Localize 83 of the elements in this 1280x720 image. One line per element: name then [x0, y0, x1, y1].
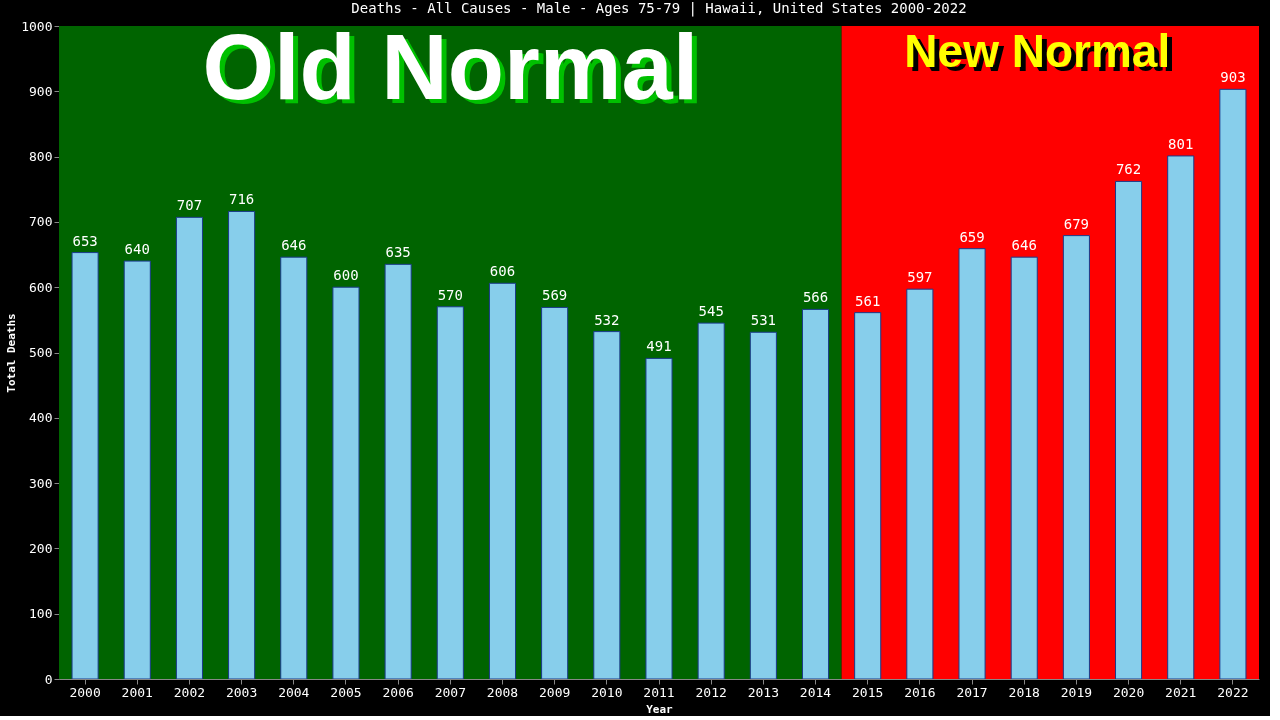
- data-label: 762: [1115, 161, 1142, 178]
- bar: [332, 286, 360, 680]
- data-label: 635: [385, 244, 411, 261]
- bar: [280, 256, 308, 680]
- x-tick-label: 2015: [852, 684, 884, 700]
- x-tick-label: 2019: [1060, 684, 1093, 700]
- data-label: 707: [176, 197, 203, 214]
- bar: [1010, 256, 1038, 680]
- x-tick-label: 2008: [486, 684, 519, 700]
- x-tick-label: 2014: [799, 684, 832, 700]
- bar: [593, 331, 621, 680]
- bar: [645, 357, 673, 680]
- x-tick-label: 2007: [434, 684, 466, 700]
- y-tick-label: 900: [29, 83, 53, 99]
- x-tick-label: 2020: [1112, 684, 1145, 700]
- x-axis-title: Year: [646, 702, 674, 716]
- data-label: 801: [1168, 135, 1194, 152]
- data-label: 716: [228, 191, 255, 208]
- data-label: 646: [1011, 237, 1037, 254]
- x-tick-label: 2001: [121, 684, 153, 700]
- x-tick-label: 2003: [225, 684, 258, 700]
- x-tick-label: 2018: [1008, 684, 1040, 700]
- y-tick-label: 200: [29, 540, 53, 556]
- bar: [1115, 180, 1143, 680]
- x-tick-label: 2004: [278, 684, 310, 700]
- bar: [801, 308, 830, 680]
- data-label: 566: [802, 289, 829, 306]
- y-axis-title: Total Deaths: [5, 313, 19, 393]
- x-tick-label: 2002: [173, 684, 206, 700]
- bar: [384, 263, 412, 680]
- bar: [71, 252, 99, 680]
- bar: [1062, 235, 1090, 680]
- bar: [123, 260, 151, 680]
- x-tick-label: 2006: [382, 684, 414, 700]
- bar: [488, 282, 517, 680]
- y-tick-label: 0: [44, 671, 53, 687]
- x-tick-label: 2011: [643, 684, 675, 700]
- data-label: 646: [281, 237, 307, 254]
- x-tick-label: 2021: [1165, 684, 1197, 700]
- data-label: 569: [542, 287, 568, 304]
- bar: [541, 306, 569, 680]
- x-tick-label: 2013: [747, 684, 779, 700]
- data-label: 653: [72, 232, 98, 249]
- data-label: 640: [124, 241, 150, 258]
- x-tick-label: 2009: [539, 684, 571, 700]
- y-tick-label: 500: [29, 345, 53, 360]
- bar: [906, 288, 934, 680]
- y-tick-label: 800: [29, 149, 53, 165]
- x-tick-label: 2017: [956, 684, 988, 700]
- bar: [436, 306, 464, 680]
- data-label: 491: [646, 338, 672, 355]
- data-label: 597: [907, 269, 933, 286]
- bar: [175, 216, 203, 680]
- y-tick-label: 600: [29, 279, 53, 295]
- bar: [1219, 88, 1247, 680]
- x-tick-label: 2012: [695, 684, 727, 700]
- y-tick-label: 700: [29, 214, 53, 230]
- bar: [958, 248, 986, 680]
- data-label: 545: [698, 303, 724, 320]
- data-label: 561: [855, 292, 881, 309]
- bar: [228, 210, 256, 680]
- data-label: 606: [489, 263, 516, 280]
- data-label: 600: [333, 267, 359, 284]
- bar: [854, 312, 882, 680]
- bar: [697, 322, 725, 680]
- data-label: 570: [437, 286, 463, 303]
- data-label: 532: [594, 311, 620, 328]
- bar: [749, 331, 777, 680]
- chart-title: Deaths - All Causes - Male - Ages 75-79 | Hawaii, United States 2000-2022: [351, 0, 967, 17]
- data-label: 679: [1063, 215, 1090, 232]
- y-tick-label: 400: [29, 410, 53, 426]
- data-label: 659: [959, 228, 985, 245]
- x-tick-label: 2000: [69, 684, 101, 700]
- x-tick-label: 2010: [591, 684, 623, 700]
- x-tick-label: 2005: [330, 684, 362, 700]
- x-tick-label: 2016: [904, 684, 936, 700]
- data-label: 903: [1220, 69, 1246, 86]
- x-tick-label: 2022: [1217, 684, 1249, 700]
- data-label: 531: [750, 312, 776, 329]
- y-tick-label: 1000: [21, 18, 53, 34]
- y-tick-label: 100: [29, 606, 53, 622]
- y-tick-label: 300: [29, 475, 53, 491]
- bar: [1167, 155, 1195, 680]
